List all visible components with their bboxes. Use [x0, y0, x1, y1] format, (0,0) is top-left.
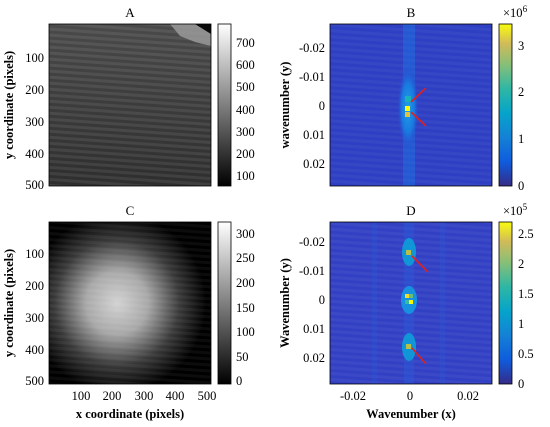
panel-a-colorbar: 100 200 300 400 500 600 700 [217, 23, 255, 187]
panel-a-cbar-tick: 500 [236, 80, 255, 94]
panel-c-cbar-tick: 300 [236, 227, 255, 241]
panel-d-ytick-label: 0.02 [303, 351, 325, 365]
panel-b-cbar-tick: 2 [518, 85, 524, 99]
panel-c-xlabel: x coordinate (pixels) [76, 407, 184, 421]
panel-c-ytick-label: 200 [25, 279, 44, 293]
panel-c-ytick-label: 100 [25, 247, 44, 261]
panel-d-xtick-label: 0.02 [457, 389, 479, 403]
panel-b-cbar-exponent: ×106 [503, 4, 528, 20]
panel-d-cbar-tick: 2.5 [518, 227, 534, 241]
panel-a-cbar-tick: 300 [236, 125, 255, 139]
panel-c-title: C [126, 203, 135, 218]
panel-d-cbar-tick: 0.5 [518, 347, 534, 361]
panel-b-cbar-exp-power: 6 [523, 4, 528, 14]
panel-a-cbar-tick: 400 [236, 103, 255, 117]
panel-d-xtick-label: 0 [407, 389, 413, 403]
panel-c-cbar-tick: 0 [236, 374, 242, 388]
panel-c-ytick-label: 500 [25, 374, 44, 388]
panel-d-ytick-label: -0.01 [299, 264, 325, 278]
panel-c-ytick-label: 400 [25, 343, 44, 357]
panel-b-ytick-label: 0.01 [303, 128, 325, 142]
panel-c-xtick-label: 100 [72, 389, 91, 403]
panel-c-image [48, 221, 212, 385]
panel-b-yticks: -0.02 -0.01 0 0.01 0.02 [299, 41, 325, 171]
panel-a-cbar-tick: 100 [236, 169, 255, 183]
panel-b-cbar-exp-base: ×10 [503, 6, 523, 20]
panel-d-cbar-exp-base: ×10 [503, 204, 523, 218]
panel-d-ytick-label: -0.02 [299, 235, 325, 249]
panel-d-cbar-tick: 1 [518, 317, 524, 331]
panel-b-image [329, 23, 493, 187]
panel-c-cbar-tick: 250 [236, 251, 255, 265]
panel-a-ytick-label: 100 [25, 51, 44, 65]
panel-c-ylabel: y coordinate (pixels) [2, 249, 16, 357]
panel-b-title: B [407, 5, 416, 20]
panel-a-yticks: 100 200 300 400 500 [25, 51, 44, 192]
panel-d: D -0.02 -0.01 0 0.01 0.02 [278, 202, 534, 421]
panel-b-cbar-tick: 3 [518, 39, 524, 53]
panel-c-yticks: 100 200 300 400 500 [25, 247, 44, 388]
panel-c: C 100 200 300 400 500 100 200 300 400 50… [2, 203, 255, 421]
panel-b-cbar-tick: 1 [518, 132, 524, 146]
panel-d-ytick-label: 0.01 [303, 322, 325, 336]
panel-c-xtick-label: 300 [135, 389, 154, 403]
panel-d-image [329, 221, 493, 385]
panel-b-ytick-label: 0.02 [303, 157, 325, 171]
panel-a-image [48, 23, 212, 187]
panel-d-cbar-tick: 2 [518, 257, 524, 271]
panel-d-xtick-label: -0.02 [340, 389, 366, 403]
panel-a: A 100 200 300 400 500 y coordinate (pixe… [2, 5, 255, 192]
panel-c-xticks: 100 200 300 400 500 [72, 389, 217, 403]
panel-a-title: A [125, 5, 135, 20]
panel-c-xtick-label: 500 [198, 389, 217, 403]
panel-c-ytick-label: 300 [25, 311, 44, 325]
panel-d-title: D [406, 203, 415, 218]
panel-b-ytick-label: -0.01 [299, 70, 325, 84]
panel-a-ylabel: y coordinate (pixels) [2, 51, 16, 159]
panel-d-yticks: -0.02 -0.01 0 0.01 0.02 [299, 235, 325, 365]
panel-c-xtick-label: 200 [103, 389, 122, 403]
panel-d-cbar-tick: 1.5 [518, 287, 534, 301]
panel-a-ytick-label: 300 [25, 115, 44, 129]
panel-c-cbar-tick: 200 [236, 276, 255, 290]
panel-d-colorbar: 0 0.5 1 1.5 2 2.5 ×105 [498, 202, 534, 391]
panel-c-colorbar: 0 50 100 150 200 250 300 [217, 221, 255, 388]
panel-d-xticks: -0.02 0 0.02 [340, 389, 479, 403]
panel-d-cbar-exponent: ×105 [503, 202, 528, 218]
panel-d-cbar-exp-power: 5 [523, 202, 528, 212]
panel-b: B -0.02 -0.01 0 0.01 0.02 wavenumber (y)… [278, 4, 528, 193]
panel-c-cbar-tick: 100 [236, 325, 255, 339]
panel-d-ylabel: Wavenumber (y) [278, 258, 292, 348]
panel-c-xtick-label: 400 [166, 389, 185, 403]
panel-c-cbar-tick: 50 [236, 350, 249, 364]
panel-b-colorbar: 0 1 2 3 ×106 [498, 4, 528, 193]
panel-a-cbar-tick: 200 [236, 147, 255, 161]
panel-a-cbar-tick: 600 [236, 58, 255, 72]
panel-d-xlabel: Wavenumber (x) [366, 407, 456, 421]
panel-a-cbar-tick: 700 [236, 36, 255, 50]
panel-b-ylabel: wavenumber (y) [278, 62, 292, 149]
panel-a-ytick-label: 500 [25, 178, 44, 192]
panel-b-cbar-tick: 0 [518, 179, 524, 193]
panel-d-cbar-tick: 0 [518, 377, 524, 391]
panel-b-ytick-label: -0.02 [299, 41, 325, 55]
panel-c-cbar-tick: 150 [236, 301, 255, 315]
panel-d-ytick-label: 0 [319, 293, 325, 307]
panel-b-ytick-label: 0 [319, 99, 325, 113]
panel-a-ytick-label: 200 [25, 83, 44, 97]
panel-a-ytick-label: 400 [25, 147, 44, 161]
